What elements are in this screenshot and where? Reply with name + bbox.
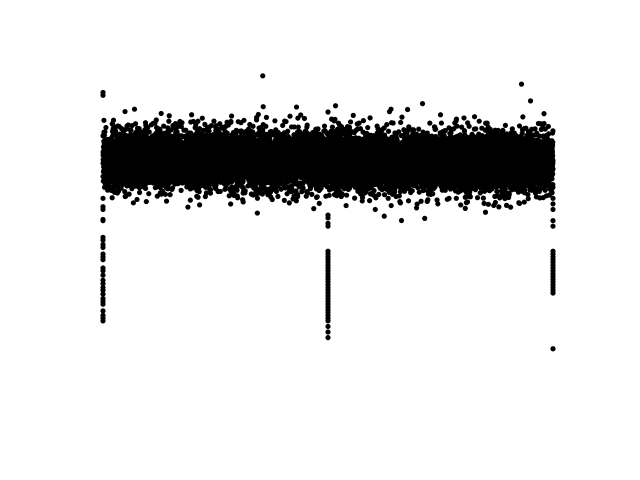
data-point bbox=[508, 204, 514, 210]
data-point bbox=[352, 195, 358, 201]
data-point bbox=[520, 114, 526, 120]
data-point bbox=[376, 191, 382, 198]
data-point bbox=[366, 198, 373, 204]
data-point bbox=[144, 125, 151, 131]
data-point bbox=[413, 205, 420, 211]
data-point bbox=[293, 104, 300, 110]
data-point bbox=[222, 186, 228, 192]
data-point bbox=[373, 195, 379, 201]
data-point bbox=[496, 204, 502, 210]
data-point bbox=[367, 115, 373, 121]
data-point bbox=[369, 190, 375, 196]
data-point bbox=[287, 113, 293, 119]
data-point bbox=[398, 119, 404, 126]
data-point bbox=[502, 122, 509, 128]
data-point bbox=[416, 126, 422, 132]
data-point bbox=[280, 122, 286, 129]
data-point bbox=[263, 114, 270, 120]
data-point bbox=[275, 193, 281, 199]
data-point bbox=[354, 121, 360, 127]
data-point bbox=[282, 182, 288, 189]
data-point bbox=[185, 204, 191, 210]
data-point bbox=[228, 201, 234, 207]
data-point bbox=[235, 119, 241, 125]
data-point bbox=[189, 112, 195, 118]
data-point bbox=[116, 123, 122, 130]
data-point bbox=[233, 127, 239, 133]
data-point bbox=[427, 120, 433, 126]
data-point bbox=[398, 217, 405, 224]
data-point bbox=[254, 210, 260, 216]
data-point bbox=[109, 195, 115, 201]
data-point bbox=[122, 108, 128, 115]
data-point bbox=[136, 189, 143, 196]
data-point bbox=[525, 196, 531, 202]
data-point bbox=[365, 124, 371, 131]
data-point bbox=[278, 186, 284, 192]
data-point bbox=[405, 198, 412, 204]
data-point bbox=[163, 198, 170, 204]
dense-point-cloud bbox=[100, 103, 556, 224]
data-point bbox=[309, 191, 315, 197]
data-point bbox=[516, 123, 523, 129]
data-point bbox=[240, 197, 246, 203]
data-point bbox=[503, 202, 510, 208]
data-point bbox=[286, 200, 292, 206]
data-point bbox=[134, 196, 140, 203]
data-point bbox=[211, 118, 217, 124]
data-point bbox=[187, 197, 193, 203]
data-point bbox=[272, 118, 278, 124]
data-point bbox=[360, 118, 367, 124]
data-point bbox=[485, 201, 491, 207]
data-point bbox=[295, 124, 301, 130]
data-point bbox=[299, 189, 305, 195]
data-point bbox=[284, 191, 290, 197]
data-point bbox=[422, 215, 428, 221]
data-point bbox=[329, 124, 336, 130]
data-point bbox=[347, 119, 354, 125]
data-point bbox=[509, 126, 515, 132]
data-point bbox=[381, 192, 388, 198]
data-point bbox=[228, 113, 235, 119]
